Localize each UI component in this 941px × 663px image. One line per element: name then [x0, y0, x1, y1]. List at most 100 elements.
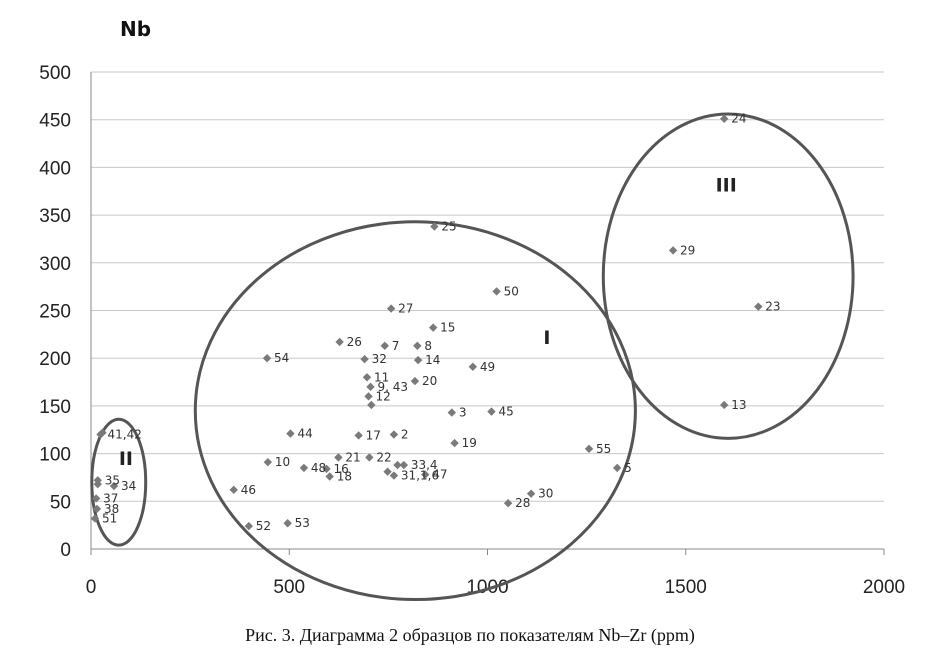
- data-point: [399, 460, 409, 470]
- point-label: 44: [297, 427, 312, 441]
- group-label-II: II: [119, 448, 133, 470]
- point-label: 30: [538, 487, 553, 501]
- point-label: 33,4: [411, 458, 438, 472]
- data-point: [354, 431, 363, 440]
- point-label: 29: [680, 243, 695, 257]
- data-point: [92, 504, 102, 514]
- data-point: [430, 222, 439, 231]
- point-label: 18: [337, 469, 352, 483]
- point-label: 45: [498, 405, 513, 419]
- point-label: 34: [121, 479, 136, 493]
- point-label: 13: [731, 398, 746, 412]
- x-tick-label: 500: [273, 577, 305, 598]
- point-label: 7: [392, 339, 400, 353]
- data-point: [229, 485, 238, 495]
- point-label: 32: [372, 352, 387, 366]
- group-ellipse-III: [601, 112, 855, 440]
- data-point: [410, 376, 420, 386]
- data-point: [244, 521, 254, 531]
- point-label: 37: [103, 491, 118, 505]
- point-label: 9, 43: [378, 380, 409, 394]
- point-label: 17: [366, 428, 381, 442]
- point-label: 2: [401, 428, 409, 442]
- data-point: [447, 408, 457, 417]
- data-point: [263, 457, 273, 467]
- point-label: 52: [256, 519, 271, 533]
- x-tick-label: 2000: [863, 577, 905, 598]
- data-point: [366, 382, 375, 392]
- data-point: [380, 341, 390, 350]
- point-label: 8: [424, 339, 432, 353]
- data-point: [393, 460, 402, 470]
- point-label: 27: [398, 302, 413, 316]
- data-point: [299, 463, 309, 473]
- data-point: [93, 479, 102, 489]
- point-label: 24: [731, 112, 746, 126]
- data-point: [720, 114, 729, 123]
- data-point: [360, 354, 369, 364]
- point-label: 55: [596, 442, 611, 456]
- point-label: 25: [441, 220, 456, 234]
- data-point: [362, 373, 372, 382]
- point-label: 31,1,6: [401, 469, 439, 483]
- data-point: [335, 337, 344, 347]
- data-point: [286, 429, 295, 438]
- data-points: [90, 114, 763, 531]
- point-label: 35: [105, 473, 120, 487]
- point-label: 19: [462, 436, 477, 450]
- point-label: 38: [104, 502, 119, 516]
- point-label: 14: [425, 353, 440, 367]
- data-point: [109, 481, 119, 491]
- data-point: [503, 499, 513, 508]
- data-point: [450, 438, 459, 448]
- data-point: [413, 355, 423, 365]
- point-label: 16: [334, 462, 349, 476]
- data-point: [421, 470, 430, 479]
- point-label: 21: [345, 450, 360, 464]
- point-label: 10: [275, 455, 290, 469]
- data-point: [98, 428, 107, 437]
- point-label: 53: [295, 516, 310, 530]
- point-label: 12: [376, 389, 391, 403]
- data-point: [322, 464, 331, 474]
- point-label: 5: [624, 461, 632, 475]
- y-tick-label: 250: [39, 302, 71, 323]
- data-point: [668, 246, 678, 255]
- point-label: 41,42: [108, 428, 142, 442]
- figure-caption: Рис. 3. Диаграмма 2 образцов по показате…: [245, 625, 695, 646]
- point-label: 11: [374, 370, 389, 384]
- point-label: 51: [102, 511, 117, 525]
- data-point: [612, 463, 622, 473]
- point-label: 22: [376, 450, 391, 464]
- point-label: 54: [274, 351, 289, 365]
- data-point: [367, 400, 376, 410]
- data-point: [90, 514, 100, 523]
- point-label: 48: [311, 461, 326, 475]
- y-tick-label: 150: [39, 397, 71, 418]
- data-point: [364, 392, 373, 401]
- data-point: [720, 400, 729, 410]
- data-point: [383, 467, 392, 476]
- x-tick-label: 0: [86, 577, 97, 598]
- data-point: [325, 472, 334, 481]
- gridlines: [91, 71, 884, 502]
- data-point: [283, 519, 292, 528]
- point-label: 28: [515, 496, 530, 510]
- chart-title: Nb: [120, 17, 151, 41]
- point-label: 47: [432, 468, 447, 482]
- point-label: 20: [422, 374, 437, 388]
- group-ellipse-II: [90, 417, 148, 547]
- y-tick-label: 500: [39, 63, 71, 84]
- y-tick-label: 50: [50, 492, 71, 513]
- data-point: [754, 302, 763, 311]
- y-tick-label: 450: [39, 111, 71, 132]
- point-label: 3: [459, 406, 467, 420]
- data-point: [91, 494, 101, 503]
- data-point: [389, 430, 399, 439]
- point-label: 15: [440, 321, 455, 335]
- group-ellipse-I: [193, 220, 637, 602]
